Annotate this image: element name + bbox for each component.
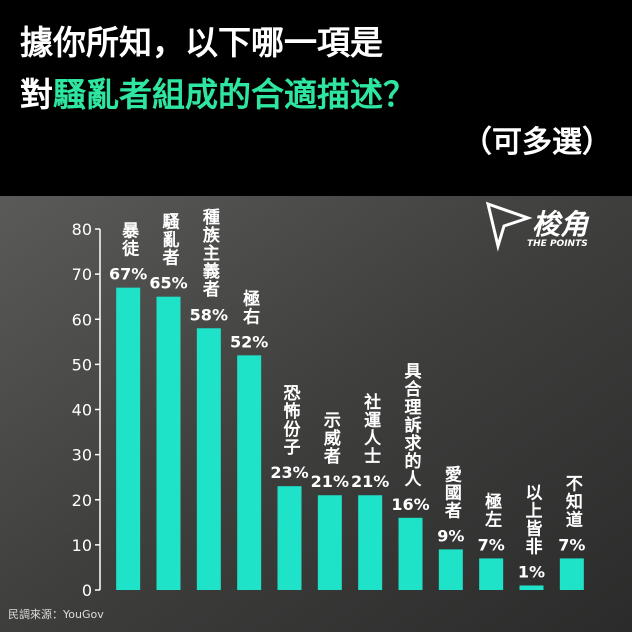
y-tick-label: 10 (72, 536, 92, 555)
y-tick-label: 60 (72, 310, 92, 329)
category-label: 極左 (481, 491, 502, 528)
category-label: 極右 (239, 288, 260, 325)
value-label: 16% (391, 495, 429, 514)
bar (116, 287, 141, 590)
category-label: 種族主義者 (199, 207, 221, 298)
bar (559, 558, 584, 590)
logo-tagline: THE POINTS (527, 239, 588, 249)
photo-background (0, 196, 632, 632)
bar (519, 585, 544, 590)
bar (479, 558, 504, 590)
value-label: 67% (109, 265, 147, 284)
title-prefix: 對 (20, 75, 53, 114)
value-label: 21% (351, 472, 389, 491)
value-label: 1% (518, 562, 545, 581)
y-tick-label: 50 (72, 355, 92, 374)
y-tick-label: 40 (72, 401, 92, 420)
value-label: 7% (558, 535, 585, 554)
category-label: 社運人士 (360, 392, 382, 465)
value-label: 9% (437, 526, 464, 545)
source: 民調來源：YouGov (8, 607, 104, 621)
y-tick-label: 70 (72, 265, 92, 284)
category-label: 暴徒 (118, 222, 140, 258)
value-label: 58% (190, 305, 228, 324)
category-label: 示威者 (320, 411, 342, 465)
bar (317, 495, 342, 590)
bar (277, 486, 302, 590)
y-tick-label: 20 (72, 491, 92, 510)
subtitle: （可多選） (462, 125, 612, 160)
logo: 梭角 (532, 208, 590, 241)
value-label: 21% (311, 472, 349, 491)
category-label: 愛國者 (441, 464, 463, 519)
y-tick-label: 0 (82, 581, 92, 600)
bar (358, 495, 383, 590)
value-label: 52% (230, 332, 268, 351)
value-label: 65% (149, 274, 187, 293)
category-label: 恐怖份子 (280, 384, 301, 456)
bar (237, 355, 262, 590)
category-label: 騷亂者 (159, 213, 181, 267)
title-line1: 據你所知，以下哪一項是 (20, 23, 383, 62)
y-tick-label: 80 (72, 220, 92, 239)
value-label: 23% (270, 463, 308, 482)
logo-icon (485, 201, 533, 252)
bar (196, 328, 221, 590)
category-label: 具合理訴求的人 (401, 362, 423, 488)
value-label: 7% (478, 535, 505, 554)
category-label: 以上皆非 (522, 483, 543, 555)
title-line2: 對騷亂者組成的合適描述？ (20, 75, 416, 114)
y-tick-label: 30 (72, 446, 92, 465)
title-highlight: 騷亂者組成的合適描述？ (53, 75, 416, 114)
bar (156, 296, 181, 590)
bar (398, 517, 423, 590)
category-label: 不知道 (562, 474, 584, 528)
bar (438, 549, 463, 590)
